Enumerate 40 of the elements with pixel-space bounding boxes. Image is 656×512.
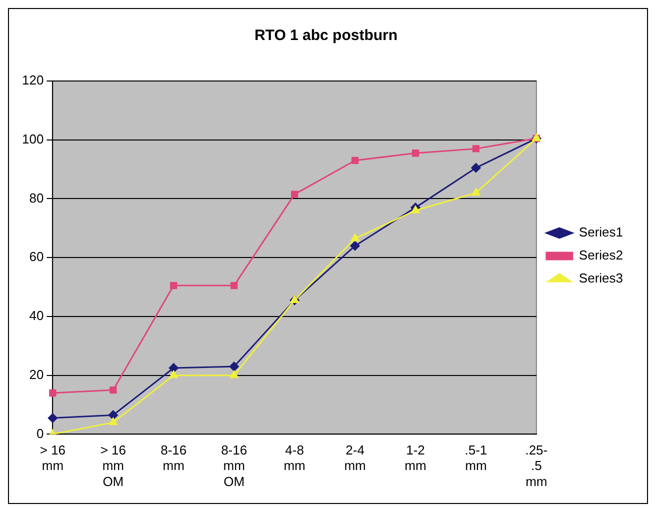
- point: [350, 241, 360, 251]
- x-tick-label: 8-16 mm OM: [221, 442, 248, 489]
- point: [170, 282, 178, 290]
- y-tick-label: 20: [29, 366, 44, 382]
- legend-label: Series3: [578, 270, 623, 286]
- y-tick-label: 40: [29, 308, 44, 324]
- point: [108, 418, 118, 426]
- point: [230, 370, 238, 378]
- point: [472, 145, 480, 152]
- y-tick-label: 0: [36, 426, 44, 441]
- x-tick-label: 2-4 mm: [344, 442, 366, 474]
- point: [229, 362, 239, 372]
- point: [110, 386, 117, 394]
- point: [471, 163, 481, 173]
- point: [411, 206, 420, 214]
- x-tick-label: > 16 mm: [40, 442, 66, 474]
- x-tick-label: .25- .5 mm: [525, 442, 548, 489]
- y-tick-label: 120: [22, 72, 44, 88]
- point: [351, 156, 359, 164]
- x-tick-label: 4-8 mm: [284, 442, 306, 474]
- legend-label: Series2: [578, 248, 623, 263]
- y-tick-label: 80: [29, 190, 44, 206]
- chart-title: RTO 1 abc postburn: [254, 27, 398, 44]
- point: [472, 188, 480, 196]
- point: [168, 363, 178, 373]
- x-tick-label: 1-2 mm: [404, 442, 426, 474]
- x-tick-label: .5-1 mm: [464, 442, 488, 474]
- y-tick-label: 60: [29, 249, 44, 264]
- legend-label: Series1: [578, 224, 623, 240]
- point: [230, 282, 238, 290]
- point: [48, 413, 58, 423]
- point: [290, 190, 298, 198]
- point: [350, 234, 360, 242]
- point: [169, 370, 178, 378]
- point: [49, 389, 56, 397]
- y-tick-label: 100: [22, 131, 44, 146]
- x-tick-label: > 16 mm OM: [100, 442, 126, 489]
- x-tick-label: 8-16 mm: [160, 442, 187, 474]
- point: [108, 410, 118, 420]
- point: [412, 150, 420, 157]
